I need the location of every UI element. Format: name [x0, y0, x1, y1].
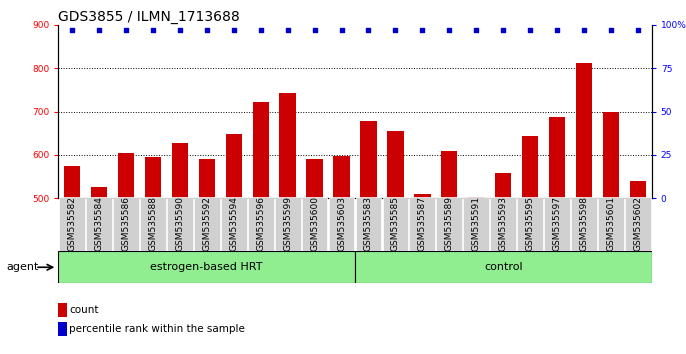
Point — [282, 27, 293, 33]
Bar — [226, 134, 241, 354]
Text: GSM535600: GSM535600 — [310, 196, 319, 251]
Text: percentile rank within the sample: percentile rank within the sample — [69, 324, 245, 334]
FancyBboxPatch shape — [221, 197, 246, 251]
Point — [498, 27, 509, 33]
Text: GSM535587: GSM535587 — [418, 196, 427, 251]
Bar — [603, 112, 619, 354]
Text: GSM535589: GSM535589 — [445, 196, 454, 251]
Text: GSM535595: GSM535595 — [526, 196, 535, 251]
Text: count: count — [69, 305, 99, 315]
FancyBboxPatch shape — [517, 197, 543, 251]
Text: GSM535599: GSM535599 — [283, 196, 292, 251]
Text: GSM535598: GSM535598 — [580, 196, 589, 251]
Bar — [279, 93, 296, 354]
Bar — [172, 143, 188, 354]
FancyBboxPatch shape — [383, 197, 408, 251]
FancyBboxPatch shape — [571, 197, 598, 251]
Bar — [469, 196, 484, 354]
Text: GSM535597: GSM535597 — [553, 196, 562, 251]
Bar — [145, 157, 161, 354]
Point — [525, 27, 536, 33]
Text: GSM535592: GSM535592 — [202, 196, 211, 251]
Bar — [252, 102, 269, 354]
Point — [309, 27, 320, 33]
FancyBboxPatch shape — [545, 197, 570, 251]
FancyBboxPatch shape — [436, 197, 462, 251]
FancyBboxPatch shape — [86, 197, 112, 251]
FancyBboxPatch shape — [274, 197, 300, 251]
Text: GSM535603: GSM535603 — [337, 196, 346, 251]
Text: GSM535582: GSM535582 — [67, 196, 76, 251]
Text: estrogen-based HRT: estrogen-based HRT — [150, 262, 263, 272]
Point — [579, 27, 590, 33]
Point — [552, 27, 563, 33]
Text: GSM535591: GSM535591 — [472, 196, 481, 251]
FancyBboxPatch shape — [410, 197, 436, 251]
Bar — [64, 166, 80, 354]
FancyBboxPatch shape — [490, 197, 517, 251]
FancyBboxPatch shape — [140, 197, 165, 251]
Point — [93, 27, 104, 33]
Text: agent: agent — [7, 262, 39, 272]
Point — [606, 27, 617, 33]
Text: GSM535596: GSM535596 — [256, 196, 265, 251]
Text: GSM535590: GSM535590 — [175, 196, 184, 251]
FancyBboxPatch shape — [193, 197, 220, 251]
Text: GSM535583: GSM535583 — [364, 196, 373, 251]
Text: GSM535585: GSM535585 — [391, 196, 400, 251]
Text: GSM535593: GSM535593 — [499, 196, 508, 251]
FancyBboxPatch shape — [625, 197, 651, 251]
Point — [363, 27, 374, 33]
Point — [67, 27, 78, 33]
Text: GSM535602: GSM535602 — [634, 196, 643, 251]
Point — [444, 27, 455, 33]
Point — [255, 27, 266, 33]
Point — [336, 27, 347, 33]
Text: GSM535601: GSM535601 — [606, 196, 616, 251]
Bar — [522, 136, 539, 354]
Point — [147, 27, 158, 33]
FancyBboxPatch shape — [113, 197, 139, 251]
Point — [471, 27, 482, 33]
Text: control: control — [484, 262, 523, 272]
Bar — [576, 63, 592, 354]
Point — [174, 27, 185, 33]
Point — [201, 27, 212, 33]
Point — [120, 27, 131, 33]
Bar — [333, 156, 350, 354]
Bar — [91, 187, 107, 354]
Bar — [388, 131, 403, 354]
FancyBboxPatch shape — [59, 197, 85, 251]
Point — [417, 27, 428, 33]
Bar — [549, 117, 565, 354]
FancyBboxPatch shape — [329, 197, 355, 251]
Bar — [495, 173, 512, 354]
Bar — [441, 150, 458, 354]
Point — [632, 27, 643, 33]
FancyBboxPatch shape — [598, 197, 624, 251]
Bar — [360, 121, 377, 354]
Text: GSM535586: GSM535586 — [121, 196, 130, 251]
FancyBboxPatch shape — [167, 197, 193, 251]
Point — [390, 27, 401, 33]
FancyBboxPatch shape — [355, 197, 381, 251]
FancyBboxPatch shape — [464, 197, 489, 251]
Bar — [630, 181, 646, 354]
Bar — [198, 159, 215, 354]
Point — [228, 27, 239, 33]
Text: GSM535584: GSM535584 — [94, 196, 104, 251]
FancyBboxPatch shape — [248, 197, 274, 251]
FancyBboxPatch shape — [302, 197, 327, 251]
Text: GSM535588: GSM535588 — [148, 196, 157, 251]
FancyBboxPatch shape — [58, 251, 355, 283]
Text: GSM535594: GSM535594 — [229, 196, 238, 251]
FancyBboxPatch shape — [355, 251, 652, 283]
Bar — [118, 153, 134, 354]
Bar — [307, 159, 322, 354]
Text: GDS3855 / ILMN_1713688: GDS3855 / ILMN_1713688 — [58, 10, 240, 24]
Bar — [414, 194, 431, 354]
